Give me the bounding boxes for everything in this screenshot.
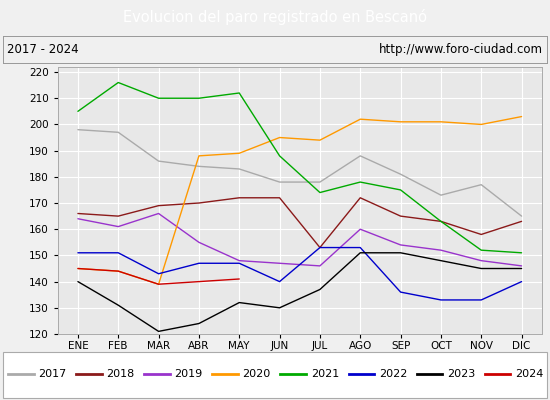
Text: 2019: 2019: [174, 369, 203, 379]
Text: Evolucion del paro registrado en Bescanó: Evolucion del paro registrado en Bescanó: [123, 9, 427, 25]
Text: 2024: 2024: [515, 369, 543, 379]
Text: 2017 - 2024: 2017 - 2024: [7, 43, 79, 56]
Text: 2018: 2018: [107, 369, 135, 379]
Text: http://www.foro-ciudad.com: http://www.foro-ciudad.com: [379, 43, 543, 56]
Text: 2022: 2022: [379, 369, 407, 379]
Text: 2021: 2021: [311, 369, 339, 379]
Text: 2020: 2020: [243, 369, 271, 379]
Text: 2017: 2017: [39, 369, 67, 379]
Text: 2023: 2023: [447, 369, 475, 379]
FancyBboxPatch shape: [3, 352, 547, 398]
